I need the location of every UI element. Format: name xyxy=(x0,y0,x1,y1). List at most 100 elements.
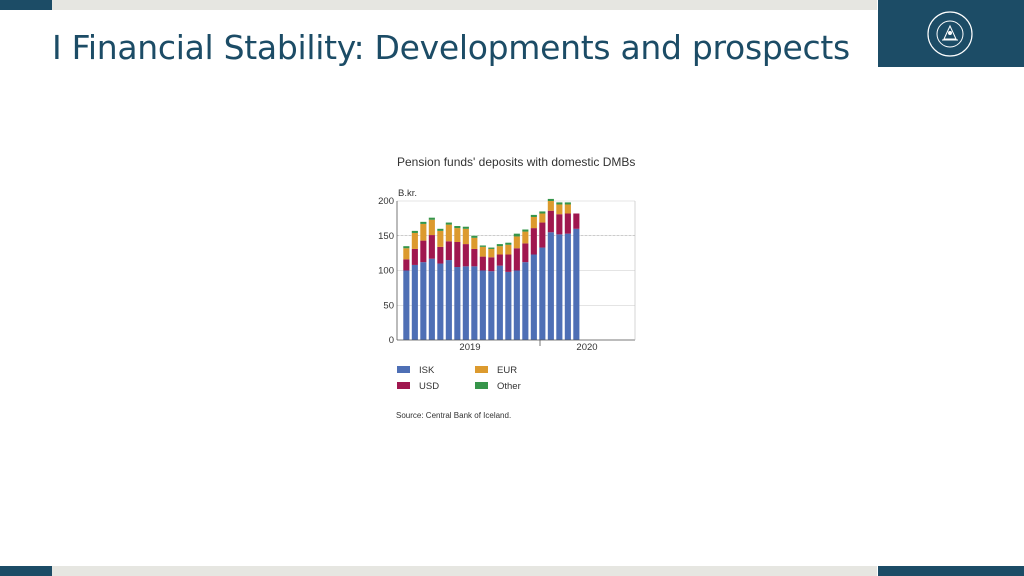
bar-eur xyxy=(462,228,469,245)
bar-other xyxy=(496,244,503,247)
bar-other xyxy=(547,198,554,201)
bar-eur xyxy=(513,236,520,249)
bar-usd xyxy=(471,248,478,267)
bar-other xyxy=(530,214,537,217)
bar-isk xyxy=(471,266,478,340)
bar-isk xyxy=(556,234,563,340)
bar-isk xyxy=(479,270,486,340)
legend-swatch-isk xyxy=(397,366,410,373)
top-accent-dark xyxy=(0,0,52,10)
bar-eur xyxy=(530,216,537,229)
bar-eur xyxy=(471,237,478,249)
bar-isk xyxy=(488,271,495,340)
bar-eur xyxy=(411,232,418,249)
bar-usd xyxy=(505,254,512,272)
bar-usd xyxy=(530,228,537,255)
bar-other xyxy=(437,228,444,231)
bottom-accent-dark-left xyxy=(0,566,52,576)
bar-isk xyxy=(564,233,571,340)
y-tick-label: 100 xyxy=(378,266,394,277)
bar-isk xyxy=(530,254,537,340)
legend-swatch-eur xyxy=(475,366,488,373)
bar-other xyxy=(403,246,410,249)
bar-other xyxy=(445,222,452,225)
bar-other xyxy=(488,247,495,249)
bar-isk xyxy=(496,265,503,340)
bar-usd xyxy=(488,257,495,272)
bar-isk xyxy=(539,247,546,340)
legend-label-usd: USD xyxy=(419,381,439,392)
bar-usd xyxy=(411,248,418,265)
bar-other xyxy=(505,242,512,245)
legend-swatch-usd xyxy=(397,382,410,389)
bar-usd xyxy=(547,210,554,233)
bar-other xyxy=(564,202,571,205)
bars xyxy=(403,198,580,340)
y-tick-label: 50 xyxy=(383,300,394,311)
bar-other xyxy=(454,226,461,229)
bottom-accent-light xyxy=(52,566,877,576)
chart-title: Pension funds' deposits with domestic DM… xyxy=(397,155,635,169)
bar-other xyxy=(556,202,563,205)
legend-swatch-other xyxy=(475,382,488,389)
bar-isk xyxy=(420,262,427,340)
bar-eur xyxy=(556,204,563,215)
bar-other xyxy=(522,229,529,232)
bar-isk xyxy=(513,270,520,340)
bar-isk xyxy=(403,270,410,340)
bar-isk xyxy=(547,232,554,340)
bar-isk xyxy=(573,228,580,340)
bar-usd xyxy=(445,241,452,261)
seal-icon xyxy=(927,11,973,57)
y-tick-label: 150 xyxy=(378,231,394,242)
bar-eur xyxy=(547,201,554,211)
bar-usd xyxy=(496,254,503,266)
bar-usd xyxy=(522,243,529,263)
bar-other xyxy=(428,217,435,220)
bar-usd xyxy=(539,222,546,248)
bar-eur xyxy=(479,246,486,257)
x-group-label: 2020 xyxy=(576,342,597,353)
bar-usd xyxy=(462,244,469,267)
legend-label-eur: EUR xyxy=(497,365,517,376)
bar-other xyxy=(411,230,418,233)
bar-isk xyxy=(428,258,435,340)
y-axis-ticks: 0 50 100 150 200 xyxy=(378,196,394,346)
bar-isk xyxy=(411,264,418,340)
bar-isk xyxy=(437,263,444,340)
bar-isk xyxy=(445,260,452,340)
bar-eur xyxy=(505,244,512,255)
bar-other xyxy=(479,245,486,247)
chart-source: Source: Central Bank of Iceland. xyxy=(396,411,511,420)
bar-eur xyxy=(522,231,529,244)
y-tick-label: 0 xyxy=(389,335,394,346)
bar-eur xyxy=(420,223,427,241)
stacked-bar-chart: Pension funds' deposits with domestic DM… xyxy=(378,155,636,420)
legend: ISK EUR USD Other xyxy=(397,365,521,392)
bar-usd xyxy=(479,256,486,271)
bar-other xyxy=(420,221,427,224)
top-accent-light xyxy=(52,0,877,10)
legend-label-isk: ISK xyxy=(419,365,435,376)
bar-eur xyxy=(539,213,546,223)
bar-eur xyxy=(437,230,444,247)
bar-usd xyxy=(403,259,410,271)
central-bank-logo xyxy=(878,0,1024,67)
bar-isk xyxy=(462,266,469,340)
bar-other xyxy=(539,211,546,214)
bar-isk xyxy=(454,267,461,340)
x-axis: 2019 2020 xyxy=(396,201,636,353)
bar-isk xyxy=(505,271,512,340)
bar-eur xyxy=(428,219,435,236)
bar-usd xyxy=(454,242,461,268)
bar-usd xyxy=(420,240,427,263)
bar-eur xyxy=(403,248,410,260)
bar-eur xyxy=(445,224,452,242)
bar-other xyxy=(471,235,478,238)
bar-other xyxy=(462,226,469,229)
y-axis-unit-label: B.kr. xyxy=(398,188,417,199)
bar-eur xyxy=(488,248,495,258)
bar-usd xyxy=(513,248,520,271)
slide-title: I Financial Stability: Developments and … xyxy=(52,28,850,67)
bar-usd xyxy=(428,235,435,259)
